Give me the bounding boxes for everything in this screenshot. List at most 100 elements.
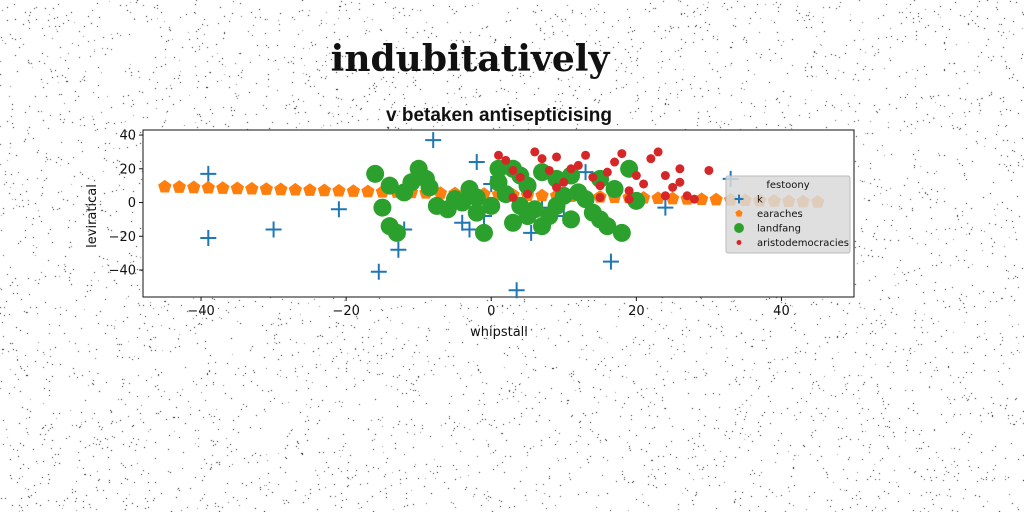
point-earaches (694, 192, 709, 205)
point-aristodemocracies (523, 189, 533, 199)
point-k (390, 241, 407, 258)
point-landfang (453, 193, 472, 212)
point-earaches (317, 183, 332, 197)
point-k (468, 154, 485, 171)
point-k (508, 282, 525, 299)
y-tick-label: −40 (109, 264, 136, 279)
legend-marker-landfang (734, 223, 744, 233)
point-landfang (562, 210, 581, 229)
point-earaches (201, 180, 215, 194)
point-earaches (332, 183, 346, 197)
point-aristodemocracies (602, 167, 612, 177)
chart-title: v betaken antisepticising (386, 105, 612, 126)
point-aristodemocracies (595, 181, 605, 191)
point-earaches (259, 182, 273, 195)
point-aristodemocracies (646, 154, 656, 164)
point-aristodemocracies (617, 149, 627, 159)
point-landfang (612, 223, 631, 242)
point-aristodemocracies (595, 192, 605, 202)
point-landfang (518, 207, 537, 226)
point-k (425, 132, 442, 149)
point-landfang (489, 159, 508, 178)
point-k (461, 221, 478, 238)
point-aristodemocracies (660, 171, 670, 181)
point-landfang (482, 196, 501, 215)
point-landfang (547, 196, 566, 215)
point-landfang (591, 210, 610, 229)
legend: festoony k earaches landfang aristodemocrac… (725, 175, 851, 254)
x-tick-label: −40 (187, 304, 214, 319)
point-k (200, 229, 217, 246)
point-k (370, 263, 387, 280)
x-ticks: −40 −20 0 20 40 (187, 297, 790, 319)
point-earaches (158, 179, 172, 193)
point-k (657, 199, 674, 216)
point-landfang (533, 217, 552, 236)
point-aristodemocracies (515, 172, 525, 182)
point-k (265, 221, 282, 238)
point-aristodemocracies (530, 147, 540, 157)
y-tick-label: 20 (119, 162, 136, 177)
legend-label: earaches (757, 209, 803, 220)
point-landfang (576, 190, 595, 209)
point-landfang (402, 173, 421, 192)
point-landfang (366, 164, 385, 183)
point-aristodemocracies (639, 179, 649, 189)
legend-items: k earaches landfang aristodemocracies (734, 195, 849, 249)
point-k (200, 165, 217, 182)
point-landfang (467, 188, 486, 207)
point-aristodemocracies (544, 165, 554, 175)
legend-marker-earaches (735, 209, 743, 217)
point-k (577, 164, 594, 181)
point-earaches (187, 180, 201, 194)
legend-title: festoony (766, 180, 809, 191)
point-landfang (504, 213, 523, 232)
legend-label: aristodemocracies (757, 238, 849, 249)
point-aristodemocracies (675, 164, 685, 174)
point-earaches (303, 183, 317, 196)
legend-label: k (757, 195, 763, 206)
point-aristodemocracies (494, 150, 503, 160)
point-aristodemocracies (552, 152, 562, 162)
point-landfang (605, 180, 624, 199)
point-k (602, 253, 619, 270)
legend-marker-aristodemocracies (736, 240, 742, 245)
point-aristodemocracies (559, 177, 569, 187)
x-tick-label: 0 (487, 304, 495, 319)
point-aristodemocracies (704, 165, 714, 175)
point-aristodemocracies (653, 147, 663, 157)
point-earaches (245, 181, 259, 195)
y-axis-label: leviratical (85, 184, 100, 248)
legend-box (725, 175, 851, 254)
point-aristodemocracies (675, 177, 685, 187)
point-aristodemocracies (508, 192, 518, 202)
chart-suptitle: indubitatively (331, 38, 611, 80)
point-earaches (346, 184, 361, 197)
point-aristodemocracies (689, 194, 699, 204)
x-tick-label: 40 (773, 304, 790, 319)
point-landfang (387, 223, 406, 242)
point-aristodemocracies (631, 171, 641, 181)
point-aristodemocracies (508, 165, 518, 175)
point-landfang (420, 178, 439, 197)
y-tick-label: 40 (119, 129, 136, 144)
point-aristodemocracies (501, 155, 511, 165)
point-landfang (380, 176, 399, 195)
point-aristodemocracies (610, 157, 620, 167)
point-earaches (216, 181, 230, 194)
point-landfang (467, 203, 486, 222)
point-k (454, 214, 471, 231)
point-k (330, 201, 347, 218)
point-aristodemocracies (566, 164, 576, 174)
y-tick-label: −20 (109, 230, 136, 245)
point-aristodemocracies (624, 194, 634, 204)
y-ticks: −40 −20 0 20 40 (109, 129, 143, 279)
point-aristodemocracies (682, 191, 692, 201)
point-aristodemocracies (668, 182, 678, 192)
point-aristodemocracies (537, 154, 547, 164)
point-aristodemocracies (624, 186, 634, 196)
point-earaches (288, 182, 303, 196)
point-aristodemocracies (660, 191, 670, 201)
point-earaches (535, 188, 549, 202)
